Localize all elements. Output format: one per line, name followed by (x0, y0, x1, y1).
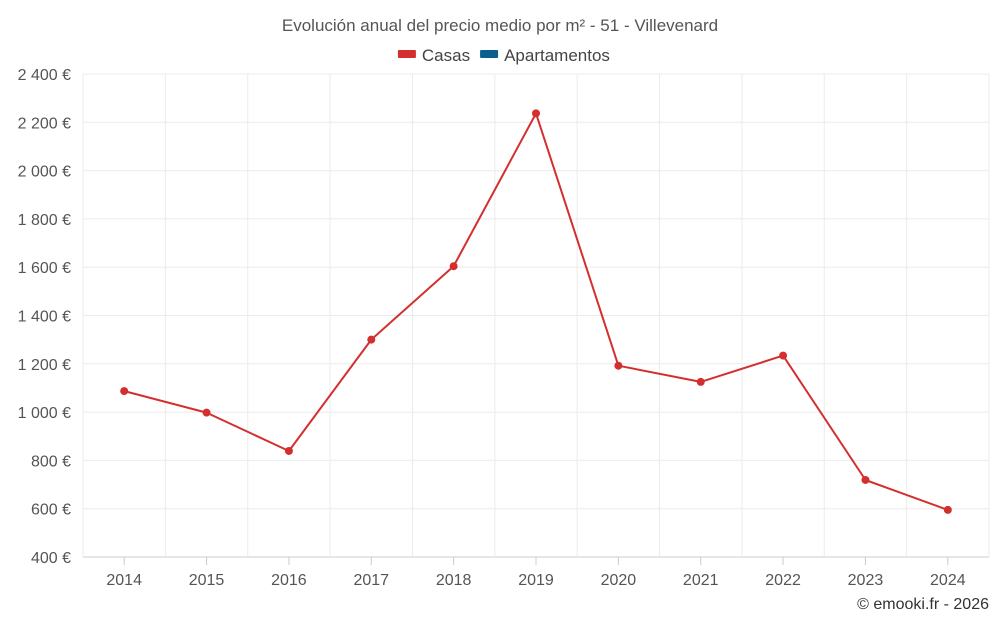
legend-swatch (480, 50, 499, 58)
x-tick-label: 2018 (436, 572, 472, 589)
data-point[interactable] (943, 505, 952, 514)
x-tick-label: 2014 (106, 572, 142, 589)
y-tick-label: 1 000 € (18, 405, 71, 422)
x-tick-label: 2020 (601, 572, 637, 589)
y-tick-label: 400 € (31, 550, 71, 567)
series-layer (120, 109, 952, 514)
x-tick-label: 2024 (930, 572, 966, 589)
data-point[interactable] (367, 335, 376, 344)
x-tick-label: 2016 (271, 572, 307, 589)
y-tick-label: 1 600 € (18, 260, 71, 277)
y-tick-label: 2 400 € (18, 67, 71, 84)
y-tick-label: 2 200 € (18, 115, 71, 132)
legend-label: Casas (422, 46, 470, 65)
x-tick-label: 2023 (848, 572, 884, 589)
x-tick-label: 2022 (765, 572, 801, 589)
data-point[interactable] (696, 377, 705, 386)
data-point[interactable] (202, 408, 211, 417)
data-point[interactable] (779, 351, 788, 360)
y-tick-label: 800 € (31, 453, 71, 470)
x-axis: 2014 2015 2016 2017 2018 2019 2020 2021 2022 2023… (106, 557, 966, 589)
chart-title: Evolución anual del precio medio por m² … (282, 16, 718, 35)
y-tick-label: 1 400 € (18, 309, 71, 326)
y-tick-label: 600 € (31, 502, 71, 519)
credit-text: © emooki.fr - 2026 (857, 596, 989, 613)
x-tick-label: 2015 (189, 572, 225, 589)
x-tick-label: 2019 (518, 572, 554, 589)
legend-label: Apartamentos (504, 46, 610, 65)
legend-swatch (397, 50, 416, 58)
y-axis: 400 € 600 € 800 € 1 000 € 1 200 € 1 400 € 1 60… (18, 67, 71, 567)
y-tick-label: 1 800 € (18, 212, 71, 229)
legend: Casas Apartamentos (397, 46, 610, 65)
y-tick-label: 2 000 € (18, 164, 71, 181)
x-tick-label: 2021 (683, 572, 719, 589)
data-point[interactable] (449, 262, 458, 271)
data-point[interactable] (120, 387, 129, 396)
x-tick-label: 2017 (353, 572, 389, 589)
data-point[interactable] (284, 446, 293, 455)
data-point[interactable] (532, 109, 540, 118)
data-point[interactable] (861, 475, 870, 484)
legend-item-apartamentos[interactable]: Apartamentos (480, 46, 610, 65)
data-point[interactable] (614, 361, 623, 370)
legend-item-casas[interactable]: Casas (397, 46, 470, 65)
y-tick-label: 1 200 € (18, 357, 71, 374)
grid-lines (82, 73, 990, 558)
